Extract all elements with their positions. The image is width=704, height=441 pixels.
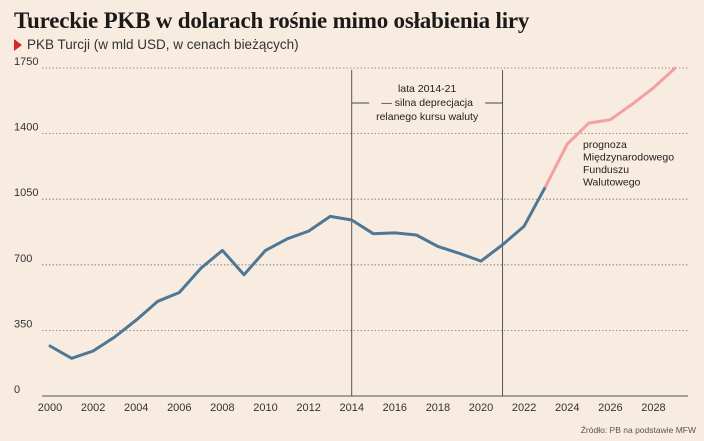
y-tick-label: 1400: [14, 122, 38, 134]
x-tick-label: 2012: [296, 402, 320, 414]
period-annotation-line: relanego kursu waluty: [376, 111, 479, 123]
y-tick-label: 1050: [14, 187, 38, 199]
subtitle-text: PKB Turcji (w mld USD, w cenach bieżącyc…: [27, 37, 299, 52]
y-tick-label: 700: [14, 253, 32, 265]
x-tick-label: 2008: [210, 402, 234, 414]
x-tick-label: 2018: [426, 402, 450, 414]
x-tick-label: 2004: [124, 402, 148, 414]
period-annotation-line: — silna deprecjacja: [381, 97, 473, 109]
x-tick-label: 2000: [38, 402, 62, 414]
chart-subtitle: PKB Turcji (w mld USD, w cenach bieżącyc…: [14, 37, 299, 52]
x-tick-label: 2028: [641, 402, 665, 414]
period-annotation-line: lata 2014-21: [398, 83, 457, 95]
forecast-annotation-line: Funduszu: [583, 164, 629, 176]
x-tick-label: 2010: [253, 402, 277, 414]
y-tick-label: 1750: [14, 56, 38, 68]
actual-series-line: [48, 184, 548, 360]
x-tick-label: 2002: [81, 402, 105, 414]
x-tick-label: 2024: [555, 402, 579, 414]
y-tick-label: 350: [14, 318, 32, 330]
forecast-annotation-line: prognoza: [583, 139, 627, 151]
y-tick-label: 0: [14, 384, 20, 396]
x-tick-label: 2006: [167, 402, 191, 414]
chart-title: Tureckie PKB w dolarach rośnie mimo osła…: [14, 8, 530, 33]
x-tick-label: 2014: [339, 402, 363, 414]
triangle-marker-icon: [14, 38, 22, 51]
forecast-annotation-line: Międzynarodowego: [583, 152, 674, 164]
x-tick-label: 2022: [512, 402, 536, 414]
forecast-series-line: [544, 66, 677, 188]
forecast-annotation-line: Walutowego: [583, 177, 641, 189]
source-note: Źródło: PB na podstawie MFW: [580, 425, 696, 435]
x-tick-label: 2026: [598, 402, 622, 414]
x-tick-label: 2016: [383, 402, 407, 414]
x-tick-label: 2020: [469, 402, 493, 414]
